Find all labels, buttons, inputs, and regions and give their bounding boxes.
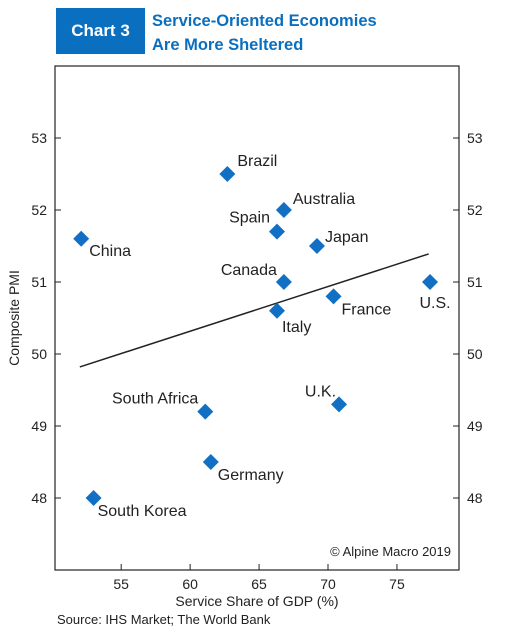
point-label-south-africa: South Africa [112, 391, 198, 408]
point-marker-italy [268, 302, 285, 319]
point-marker-spain [268, 223, 285, 240]
plot-area-frame [54, 65, 460, 571]
point-label-u-k: U.K. [305, 383, 336, 400]
point-marker-south-korea [85, 490, 102, 506]
point-label-brazil: Brazil [237, 153, 277, 170]
x-tick-label: 60 [182, 576, 198, 592]
point-marker-japan [308, 238, 325, 254]
y-tick-label-right: 53 [467, 130, 483, 146]
point-label-spain: Spain [229, 210, 270, 227]
x-axis-title: Service Share of GDP (%) [175, 593, 338, 609]
point-marker-china [73, 230, 90, 247]
y-tick-label-right: 48 [467, 490, 483, 506]
source-note: Source: IHS Market; The World Bank [57, 612, 271, 627]
y-tick-label-left: 53 [31, 130, 47, 146]
chart-title-line-2: Are More Sheltered [152, 36, 304, 54]
x-tick-label: 55 [113, 576, 129, 592]
point-marker-u-s [422, 274, 439, 290]
y-tick-label-right: 49 [467, 418, 483, 434]
y-tick-label-right: 51 [467, 274, 483, 290]
point-label-germany: Germany [218, 467, 284, 484]
y-tick-label-left: 50 [31, 346, 47, 362]
y-tick-label-right: 52 [467, 202, 483, 218]
chart-number-badge: Chart 3 [56, 8, 145, 54]
chart-title: Service-Oriented Economies Are More Shel… [152, 9, 377, 57]
y-tick-label-left: 52 [31, 202, 47, 218]
point-marker-u-k [331, 396, 348, 413]
y-axis-title: Composite PMI [6, 270, 22, 366]
trend-line [79, 253, 429, 368]
point-label-south-korea: South Korea [98, 503, 187, 520]
point-label-australia: Australia [293, 191, 355, 208]
x-tick-label: 65 [251, 576, 267, 592]
point-marker-south-africa [197, 403, 214, 420]
x-tick-label: 70 [320, 576, 336, 592]
y-tick-label-left: 49 [31, 418, 47, 434]
y-tick-label-right: 50 [467, 346, 483, 362]
point-label-japan: Japan [325, 229, 369, 246]
point-marker-france [325, 288, 342, 305]
copyright-annotation: © Alpine Macro 2019 [330, 544, 451, 559]
point-marker-canada [275, 274, 292, 290]
point-marker-brazil [219, 166, 236, 182]
point-label-canada: Canada [221, 262, 277, 279]
point-marker-australia [275, 202, 292, 218]
x-tick-label: 75 [389, 576, 405, 592]
chart-title-line-1: Service-Oriented Economies [152, 12, 377, 30]
point-label-italy: Italy [282, 319, 311, 336]
y-tick-label-left: 48 [31, 490, 47, 506]
point-label-u-s: U.S. [419, 295, 450, 312]
point-marker-germany [202, 454, 219, 470]
point-label-france: France [342, 301, 392, 318]
y-tick-label-left: 51 [31, 274, 47, 290]
point-label-china: China [89, 243, 131, 260]
